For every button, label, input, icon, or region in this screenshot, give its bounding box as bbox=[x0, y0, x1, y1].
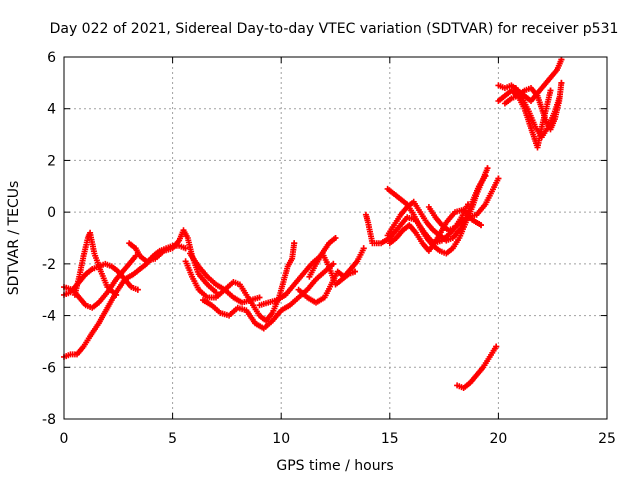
y-tick-label: 0 bbox=[47, 205, 56, 221]
y-tick-label: 4 bbox=[47, 102, 56, 118]
series-track-u bbox=[512, 85, 563, 141]
x-tick-label: 15 bbox=[381, 431, 399, 447]
x-tick-label: 25 bbox=[598, 431, 616, 447]
chart-title: Day 022 of 2021, Sidereal Day-to-day VTE… bbox=[50, 21, 619, 37]
series-track-p bbox=[425, 201, 471, 234]
series-track-m bbox=[384, 165, 491, 257]
y-tick-label: -2 bbox=[42, 257, 56, 273]
y-tick-label: 2 bbox=[47, 153, 56, 169]
data-point bbox=[484, 165, 491, 172]
series-track-q bbox=[454, 343, 500, 391]
series-track-k bbox=[306, 250, 358, 288]
data-point bbox=[495, 175, 502, 182]
data-point bbox=[478, 222, 484, 229]
data-point bbox=[213, 289, 219, 296]
y-axis-title: SDTVAR / TECUs bbox=[6, 181, 22, 296]
data-point bbox=[558, 79, 565, 86]
series-track-n bbox=[384, 172, 489, 244]
series-track-g bbox=[182, 240, 298, 324]
data-point bbox=[256, 294, 263, 301]
data-point bbox=[291, 240, 298, 247]
y-tick-label: 6 bbox=[47, 50, 56, 66]
series-track-d bbox=[71, 229, 120, 298]
series-track-j bbox=[295, 245, 367, 306]
data-point bbox=[558, 56, 565, 63]
data-point bbox=[134, 286, 141, 293]
data-point bbox=[360, 245, 367, 252]
data-point bbox=[493, 343, 500, 350]
x-axis-title: GPS time / hours bbox=[276, 458, 393, 474]
plot-frame bbox=[63, 56, 608, 420]
grid-layer bbox=[64, 57, 607, 419]
data-point bbox=[113, 291, 120, 298]
data-point bbox=[482, 172, 489, 179]
data-point bbox=[547, 87, 554, 94]
x-tick-label: 5 bbox=[168, 431, 177, 447]
data-point bbox=[182, 245, 189, 252]
data-point bbox=[352, 268, 358, 275]
data-layer bbox=[61, 56, 565, 391]
x-tick-label: 10 bbox=[272, 431, 290, 447]
series-track-f bbox=[187, 250, 263, 306]
data-point bbox=[465, 201, 471, 208]
tick-layer: 0 5 10 15 20 25 -8 -6 -4 -2 0 2 4 6 bbox=[42, 50, 616, 447]
series-track-b bbox=[61, 260, 141, 298]
data-point bbox=[556, 95, 563, 102]
series-track-i bbox=[256, 235, 339, 309]
data-point bbox=[330, 260, 337, 267]
x-tick-label: 0 bbox=[60, 431, 69, 447]
y-tick-label: -8 bbox=[42, 412, 56, 428]
series-track-e bbox=[126, 227, 219, 296]
y-tick-label: -4 bbox=[42, 309, 56, 325]
data-point bbox=[332, 235, 339, 241]
y-tick-label: -6 bbox=[42, 360, 56, 376]
x-tick-label: 20 bbox=[489, 431, 507, 447]
